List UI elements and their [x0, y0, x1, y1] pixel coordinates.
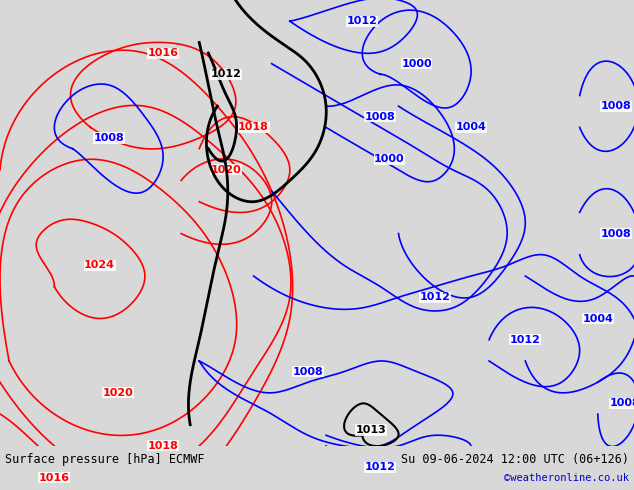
Text: 1004: 1004 [456, 122, 486, 132]
Text: 1013: 1013 [356, 425, 387, 435]
Text: 1004: 1004 [583, 314, 613, 323]
Text: 1008: 1008 [365, 112, 396, 122]
Text: ©weatheronline.co.uk: ©weatheronline.co.uk [504, 473, 629, 483]
Text: 1024: 1024 [84, 260, 115, 270]
Text: 1008: 1008 [93, 133, 124, 143]
Text: 1012: 1012 [510, 335, 541, 345]
Text: 1012: 1012 [365, 462, 396, 472]
Text: 1016: 1016 [39, 473, 70, 483]
Text: 1020: 1020 [102, 388, 133, 398]
Text: 1012: 1012 [211, 69, 242, 79]
Text: Surface pressure [hPa] ECMWF: Surface pressure [hPa] ECMWF [5, 453, 205, 466]
Text: 1008: 1008 [600, 101, 631, 111]
Text: 1000: 1000 [401, 59, 432, 69]
Text: 1012: 1012 [419, 292, 450, 302]
Text: 1008: 1008 [292, 367, 323, 377]
Text: 1008: 1008 [609, 398, 634, 409]
Text: 1016: 1016 [148, 48, 179, 58]
Text: 1018: 1018 [238, 122, 269, 132]
Text: Su 09-06-2024 12:00 UTC (06+126): Su 09-06-2024 12:00 UTC (06+126) [401, 453, 629, 466]
Text: 1008: 1008 [600, 228, 631, 239]
Text: 1012: 1012 [347, 16, 378, 26]
Text: 1020: 1020 [211, 165, 242, 175]
Text: 1018: 1018 [148, 441, 178, 451]
Text: 1000: 1000 [374, 154, 404, 164]
